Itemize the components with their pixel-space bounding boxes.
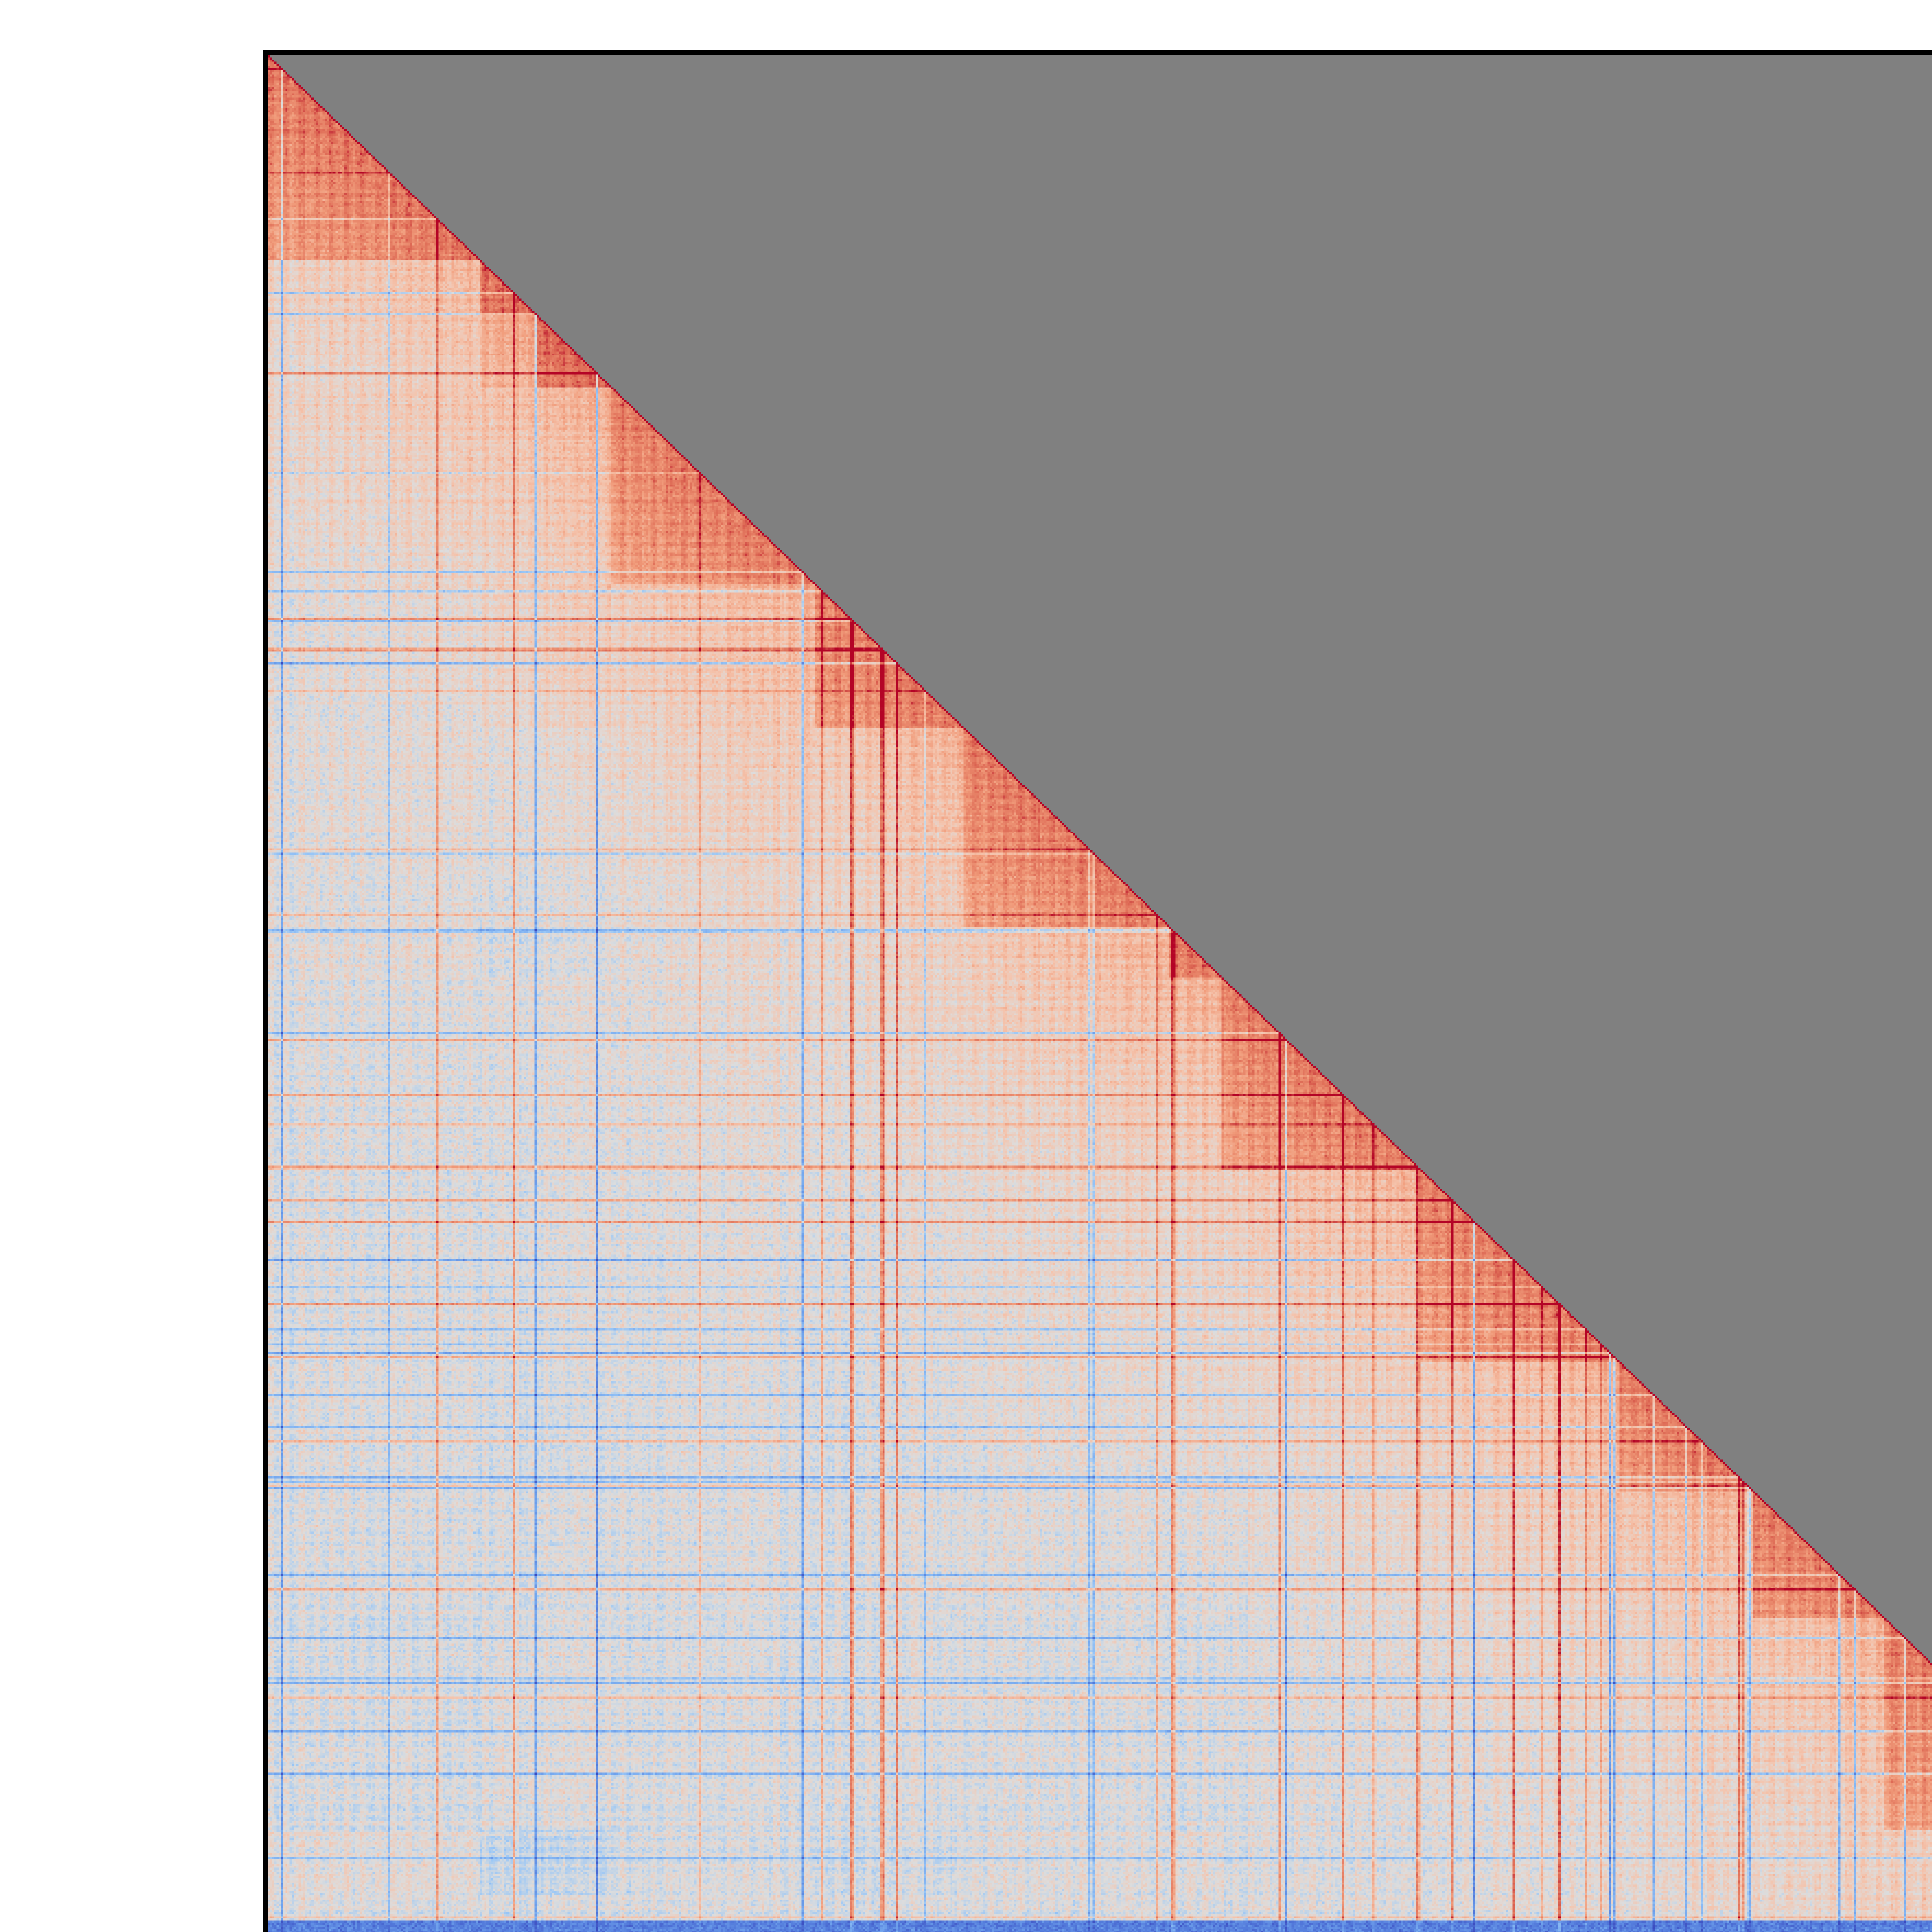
heatmap-axes[interactable] xyxy=(263,50,1932,1932)
heatmap-canvas xyxy=(268,55,1932,1932)
